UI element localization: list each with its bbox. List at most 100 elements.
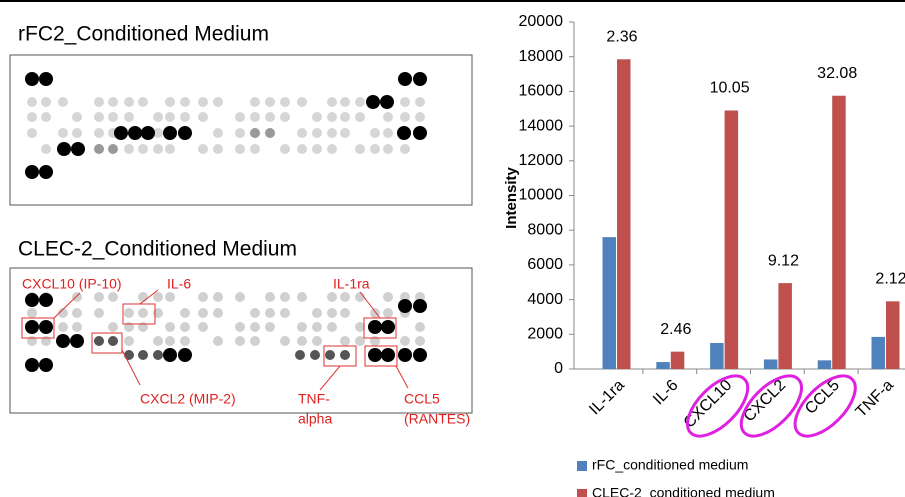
spot	[413, 299, 427, 313]
bar	[764, 359, 778, 369]
spot	[265, 97, 275, 107]
spot	[56, 334, 70, 348]
spot	[415, 336, 425, 346]
panel-title: CLEC-2_Conditioned Medium	[18, 238, 297, 261]
spot	[381, 348, 395, 362]
spot	[340, 350, 350, 360]
spot	[165, 97, 175, 107]
spot	[312, 322, 322, 332]
bar	[886, 301, 900, 369]
spot	[355, 112, 365, 122]
annotation-label: TNF-	[298, 391, 330, 407]
spot	[368, 320, 382, 334]
fold-change-label: 32.08	[817, 65, 857, 82]
spot	[400, 144, 410, 154]
spot	[327, 322, 337, 332]
spot	[340, 128, 350, 138]
spot	[355, 97, 365, 107]
spot	[381, 320, 395, 334]
spot	[297, 144, 307, 154]
spot	[366, 95, 380, 109]
annotation-label: CXCL2 (MIP-2)	[140, 391, 236, 407]
spot	[153, 144, 163, 154]
y-tick-label: 4000	[527, 291, 563, 308]
spot	[108, 112, 118, 122]
spot	[250, 322, 260, 332]
spot	[312, 144, 322, 154]
spot	[138, 144, 148, 154]
spot	[250, 128, 260, 138]
spot	[198, 292, 208, 302]
spot	[57, 142, 71, 156]
spot	[94, 112, 104, 122]
bar	[671, 352, 685, 369]
spot	[235, 128, 245, 138]
spot	[39, 165, 53, 179]
spot	[25, 165, 39, 179]
y-tick-label: 12000	[519, 152, 564, 169]
bar	[656, 362, 670, 369]
spot	[165, 112, 175, 122]
spot	[413, 126, 427, 140]
bar	[778, 283, 792, 369]
annotation-label: (RANTES)	[404, 411, 470, 427]
y-tick-label: 20000	[519, 13, 564, 30]
spot	[124, 112, 134, 122]
spot	[72, 308, 82, 318]
y-tick-label: 16000	[519, 83, 564, 100]
spot	[108, 322, 118, 332]
spot	[413, 72, 427, 86]
spot	[383, 144, 393, 154]
spot	[368, 348, 382, 362]
spot	[138, 292, 148, 302]
spot	[39, 358, 53, 372]
spot	[265, 112, 275, 122]
spot	[124, 97, 134, 107]
spot	[165, 322, 175, 332]
spot	[94, 308, 104, 318]
spot	[280, 97, 290, 107]
spot	[25, 358, 39, 372]
spot	[163, 126, 177, 140]
spot	[41, 97, 51, 107]
spot	[180, 112, 190, 122]
spot	[94, 336, 104, 346]
spot	[138, 350, 148, 360]
spot	[398, 72, 412, 86]
x-tick-label: TNF-a	[853, 377, 897, 421]
annotation-label: alpha	[298, 411, 332, 427]
spot	[265, 292, 275, 302]
spot	[280, 336, 290, 346]
spot	[198, 97, 208, 107]
legend-label: CLEC-2_conditioned medium	[592, 485, 775, 497]
spot	[265, 128, 275, 138]
spot	[153, 292, 163, 302]
spot	[165, 292, 175, 302]
spot	[39, 293, 53, 307]
bar	[710, 343, 724, 369]
spot	[39, 320, 53, 334]
spot	[198, 112, 208, 122]
x-tick-label: IL-1ra	[586, 377, 628, 419]
spot	[383, 112, 393, 122]
spot	[250, 112, 260, 122]
spot	[280, 112, 290, 122]
spot	[128, 126, 142, 140]
spot	[415, 97, 425, 107]
annotation-label: IL-6	[167, 276, 191, 292]
bar	[832, 96, 846, 369]
spot	[138, 308, 148, 318]
spot	[355, 144, 365, 154]
spot	[94, 292, 104, 302]
spot	[58, 322, 68, 332]
spot	[25, 320, 39, 334]
spot	[213, 97, 223, 107]
spot	[398, 348, 412, 362]
spot	[213, 292, 223, 302]
spot	[198, 322, 208, 332]
spot	[180, 322, 190, 332]
bar	[818, 360, 832, 369]
spot	[235, 292, 245, 302]
spot	[415, 322, 425, 332]
fold-change-label: 9.12	[768, 252, 799, 269]
